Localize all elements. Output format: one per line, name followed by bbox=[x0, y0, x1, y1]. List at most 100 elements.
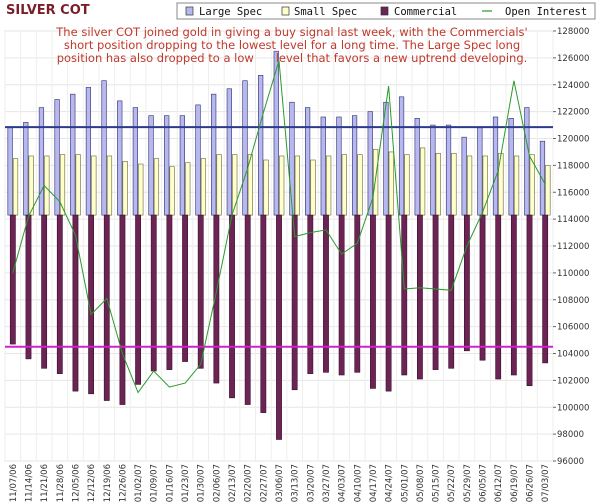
bar-series bbox=[7, 50, 551, 440]
bar-commercial-05/29/07 bbox=[463, 214, 470, 352]
bar-large-spec-11/21/06 bbox=[38, 107, 45, 216]
bar-commercial-01/02/07 bbox=[135, 214, 141, 385]
x-tick-label-05/29/07: 05/29/07 bbox=[463, 464, 473, 502]
bar-small-spec-04/24/07 bbox=[388, 151, 394, 216]
legend-swatch-large-spec bbox=[185, 6, 194, 16]
bar-small-spec-05/01/07 bbox=[404, 154, 410, 216]
legend-swatch-commercial bbox=[380, 6, 389, 16]
bar-commercial-11/07/06 bbox=[9, 214, 16, 345]
y-tick-label-114000: 114000 bbox=[557, 215, 589, 225]
bar-large-spec-12/12/06 bbox=[85, 87, 92, 216]
bar-commercial-01/23/07 bbox=[182, 214, 188, 362]
bar-commercial-05/01/07 bbox=[401, 214, 408, 376]
bar-small-spec-03/27/07 bbox=[326, 155, 332, 216]
bar-small-spec-12/19/06 bbox=[106, 155, 113, 216]
reference-lines bbox=[5, 126, 553, 348]
bar-commercial-12/19/06 bbox=[103, 214, 110, 401]
legend-label-small-spec: Small Spec bbox=[294, 6, 357, 18]
x-tick-label-12/12/06: 12/12/06 bbox=[87, 464, 97, 502]
x-tick-label-01/16/07: 01/16/07 bbox=[165, 464, 175, 502]
x-tick-label-02/27/07: 02/27/07 bbox=[259, 464, 269, 502]
x-tick-label-11/21/06: 11/21/06 bbox=[40, 464, 50, 502]
x-tick-label-02/06/07: 02/06/07 bbox=[212, 464, 222, 502]
y-tick-label-108000: 108000 bbox=[557, 296, 589, 306]
bar-large-spec-12/26/06 bbox=[117, 100, 123, 216]
bar-small-spec-04/03/07 bbox=[341, 154, 347, 216]
bar-commercial-12/26/06 bbox=[119, 214, 126, 405]
bar-commercial-01/16/07 bbox=[166, 214, 173, 370]
bar-commercial-02/27/07 bbox=[260, 214, 267, 413]
bar-small-spec-05/15/07 bbox=[435, 152, 441, 216]
bar-commercial-04/03/07 bbox=[338, 214, 345, 376]
y-tick-label-122000: 122000 bbox=[557, 108, 589, 118]
x-tick-label-11/07/06: 11/07/06 bbox=[9, 464, 19, 502]
x-tick-label-05/15/07: 05/15/07 bbox=[432, 464, 442, 502]
y-axis-ticks: 96000 98000 100000 102000 104000 106000 108000… bbox=[553, 27, 589, 467]
legend: Large Spec Small Spec Commercial Open In… bbox=[176, 2, 596, 20]
x-tick-label-04/03/07: 04/03/07 bbox=[338, 464, 348, 502]
x-tick-label-06/12/07: 06/12/07 bbox=[494, 464, 504, 502]
bar-large-spec-02/27/07 bbox=[258, 75, 264, 216]
annotation: The silver COT joined gold in giving a b… bbox=[55, 25, 527, 65]
bar-small-spec-05/22/07 bbox=[451, 152, 457, 216]
bar-small-spec-01/30/07 bbox=[200, 158, 207, 216]
bar-large-spec-06/26/07 bbox=[524, 107, 530, 216]
x-tick-label-04/24/07: 04/24/07 bbox=[385, 464, 395, 502]
bar-small-spec-03/20/07 bbox=[310, 159, 316, 216]
bar-small-spec-01/02/07 bbox=[138, 163, 144, 216]
bar-large-spec-06/19/07 bbox=[508, 118, 514, 216]
x-tick-label-11/28/06: 11/28/06 bbox=[56, 464, 66, 502]
bar-small-spec-05/08/07 bbox=[420, 147, 426, 216]
y-tick-label-112000: 112000 bbox=[557, 242, 589, 252]
bar-small-spec-12/12/06 bbox=[91, 155, 97, 216]
y-tick-label-104000: 104000 bbox=[557, 350, 589, 360]
bar-small-spec-11/07/06 bbox=[12, 158, 19, 216]
bar-large-spec-01/23/07 bbox=[179, 115, 185, 216]
y-tick-label-100000: 100000 bbox=[557, 403, 589, 413]
bar-large-spec-03/20/07 bbox=[305, 107, 311, 216]
bar-large-spec-01/30/07 bbox=[195, 104, 201, 216]
bar-small-spec-02/06/07 bbox=[216, 154, 222, 216]
y-tick-label-110000: 110000 bbox=[557, 269, 589, 279]
x-axis-ticks: 11/07/06 11/14/06 11/21/06 11/28/06 12/05/06… bbox=[9, 464, 551, 502]
bar-commercial-05/22/07 bbox=[448, 214, 455, 369]
bar-large-spec-06/05/07 bbox=[477, 127, 483, 216]
bar-large-spec-07/03/07 bbox=[539, 140, 546, 216]
bar-commercial-11/28/06 bbox=[56, 214, 63, 374]
bar-large-spec-05/29/07 bbox=[461, 136, 467, 216]
y-tick-label-96000: 96000 bbox=[557, 457, 584, 467]
bar-small-spec-04/10/07 bbox=[357, 154, 363, 216]
bar-large-spec-05/08/07 bbox=[414, 118, 420, 216]
x-tick-label-01/02/07: 01/02/07 bbox=[134, 464, 144, 502]
series-line-open-interest bbox=[12, 60, 546, 394]
x-tick-label-06/19/07: 06/19/07 bbox=[510, 464, 520, 502]
bar-commercial-04/17/07 bbox=[370, 214, 376, 389]
y-tick-label-102000: 102000 bbox=[557, 376, 589, 386]
y-tick-label-128000: 128000 bbox=[557, 27, 589, 37]
bar-large-spec-05/15/07 bbox=[430, 124, 436, 216]
bar-large-spec-11/07/06 bbox=[7, 127, 13, 216]
x-tick-label-06/26/07: 06/26/07 bbox=[526, 464, 536, 502]
annotation-line-1: The silver COT joined gold in giving a b… bbox=[55, 25, 527, 39]
open-interest-line bbox=[12, 60, 546, 394]
bar-large-spec-12/19/06 bbox=[101, 80, 107, 216]
y-tick-label-106000: 106000 bbox=[557, 323, 589, 333]
bar-commercial-05/08/07 bbox=[417, 214, 423, 380]
bar-commercial-05/15/07 bbox=[432, 214, 439, 370]
bar-large-spec-04/10/07 bbox=[351, 115, 358, 216]
x-tick-label-01/09/07: 01/09/07 bbox=[150, 464, 160, 502]
x-tick-label-11/14/06: 11/14/06 bbox=[24, 464, 34, 502]
bar-large-spec-12/05/06 bbox=[70, 93, 76, 216]
bar-commercial-03/06/07 bbox=[276, 214, 282, 440]
y-tick-label-126000: 126000 bbox=[557, 54, 589, 64]
bar-small-spec-01/16/07 bbox=[169, 166, 175, 216]
x-tick-label-12/26/06: 12/26/06 bbox=[118, 464, 128, 502]
x-tick-label-02/13/07: 02/13/07 bbox=[228, 464, 238, 502]
bar-commercial-06/19/07 bbox=[510, 214, 517, 376]
annotation-line-3: position has also dropped to a low level… bbox=[57, 51, 528, 65]
bar-small-spec-04/17/07 bbox=[373, 148, 379, 216]
x-tick-label-07/03/07: 07/03/07 bbox=[541, 464, 551, 502]
x-tick-label-12/19/06: 12/19/06 bbox=[103, 464, 113, 502]
bar-large-spec-02/13/07 bbox=[226, 88, 232, 216]
